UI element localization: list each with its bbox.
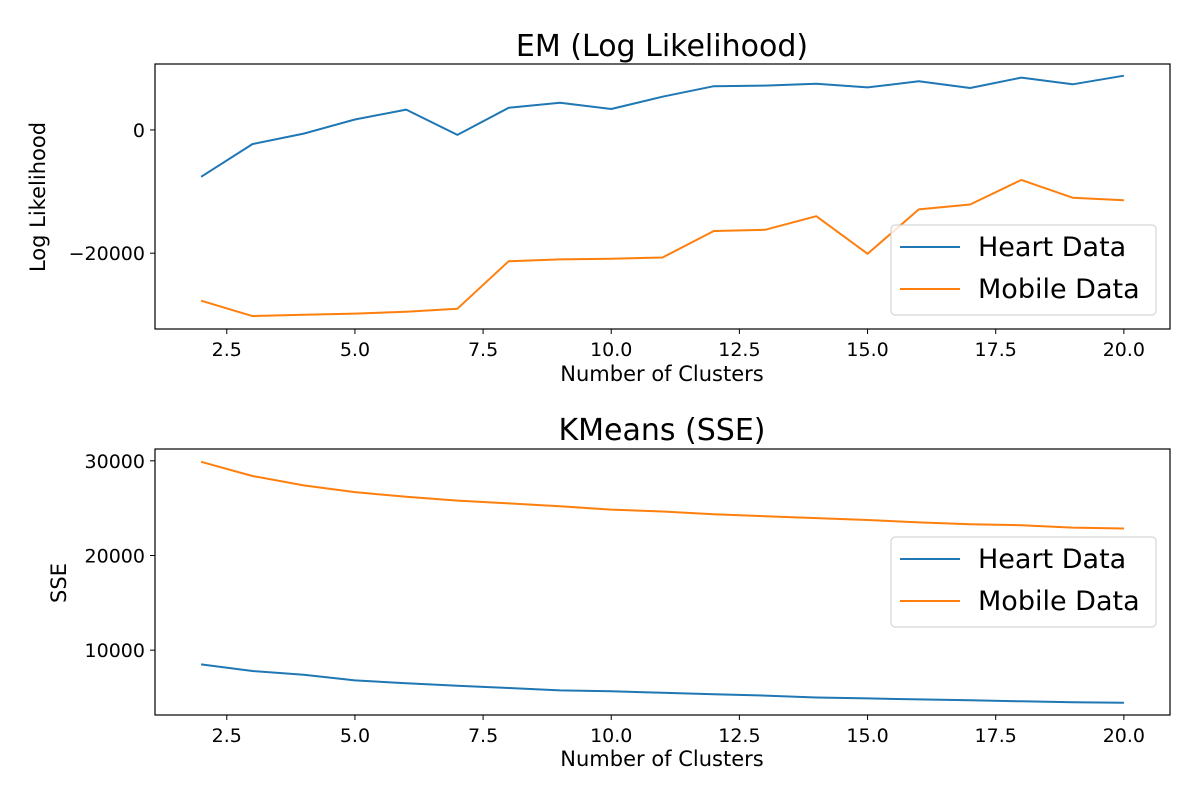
- em-x-tick-label: 5.0: [340, 339, 370, 361]
- kmeans-y-tick-label: 10000: [85, 640, 145, 662]
- em-x-axis-label: Number of Clusters: [560, 362, 763, 386]
- kmeans-chart: KMeans (SSE) Number of Clusters SSE 2.5 5…: [47, 413, 1171, 771]
- em-legend-label-heart: Heart Data: [978, 232, 1126, 263]
- kmeans-chart-title: KMeans (SSE): [558, 413, 765, 448]
- em-x-tick-label: 7.5: [468, 339, 498, 361]
- kmeans-series-line-mobile: [200, 460, 1124, 530]
- kmeans-series-line-heart: [200, 663, 1124, 704]
- kmeans-x-tick-label: 15.0: [846, 725, 888, 747]
- em-plot-frame: [154, 63, 1171, 330]
- em-series-group: [200, 74, 1125, 318]
- em-legend-label-mobile: Mobile Data: [978, 274, 1140, 305]
- kmeans-x-axis-label: Number of Clusters: [560, 747, 763, 771]
- em-x-tick-label: 12.5: [718, 339, 760, 361]
- em-series-line-mobile: [200, 178, 1124, 318]
- kmeans-legend-label-mobile: Mobile Data: [978, 586, 1140, 617]
- kmeans-legend-label-heart: Heart Data: [978, 544, 1126, 575]
- kmeans-x-tick-label: 20.0: [1103, 725, 1145, 747]
- em-y-tick-label: −20000: [69, 243, 145, 265]
- kmeans-x-tick-label: 5.0: [340, 725, 370, 747]
- em-y-axis-label: Log Likelihood: [26, 122, 50, 272]
- kmeans-x-tick-label: 7.5: [468, 725, 498, 747]
- kmeans-x-tick-label: 12.5: [718, 725, 760, 747]
- kmeans-y-tick-label: 20000: [85, 545, 145, 567]
- em-y-tick-label: 0: [133, 120, 145, 142]
- em-x-tick-label: 20.0: [1103, 339, 1145, 361]
- em-ticks: 2.5 5.0 7.5 10.0 12.5 15.0 17.5 20.0 −20000 0: [69, 120, 1145, 361]
- kmeans-x-tick-label: 17.5: [975, 725, 1017, 747]
- kmeans-legend: Heart Data Mobile Data: [890, 536, 1157, 628]
- kmeans-x-tick-label: 10.0: [590, 725, 632, 747]
- em-x-tick-label: 10.0: [590, 339, 632, 361]
- em-series-line-heart: [200, 74, 1125, 178]
- em-x-tick-label: 2.5: [212, 339, 242, 361]
- kmeans-y-axis-label: SSE: [47, 563, 71, 603]
- em-x-tick-label: 17.5: [975, 339, 1017, 361]
- em-x-tick-label: 15.0: [846, 339, 888, 361]
- kmeans-ticks: 2.5 5.0 7.5 10.0 12.5 15.0 17.5 20.0 10000 20000 3…: [85, 451, 1145, 747]
- kmeans-plot-frame: [154, 448, 1171, 716]
- em-chart: EM (Log Likelihood) Number of Clusters L…: [26, 29, 1171, 386]
- em-chart-title: EM (Log Likelihood): [516, 29, 808, 64]
- kmeans-y-tick-label: 30000: [85, 451, 145, 473]
- kmeans-series-group: [200, 460, 1124, 704]
- kmeans-x-tick-label: 2.5: [212, 725, 242, 747]
- em-legend: Heart Data Mobile Data: [890, 224, 1157, 316]
